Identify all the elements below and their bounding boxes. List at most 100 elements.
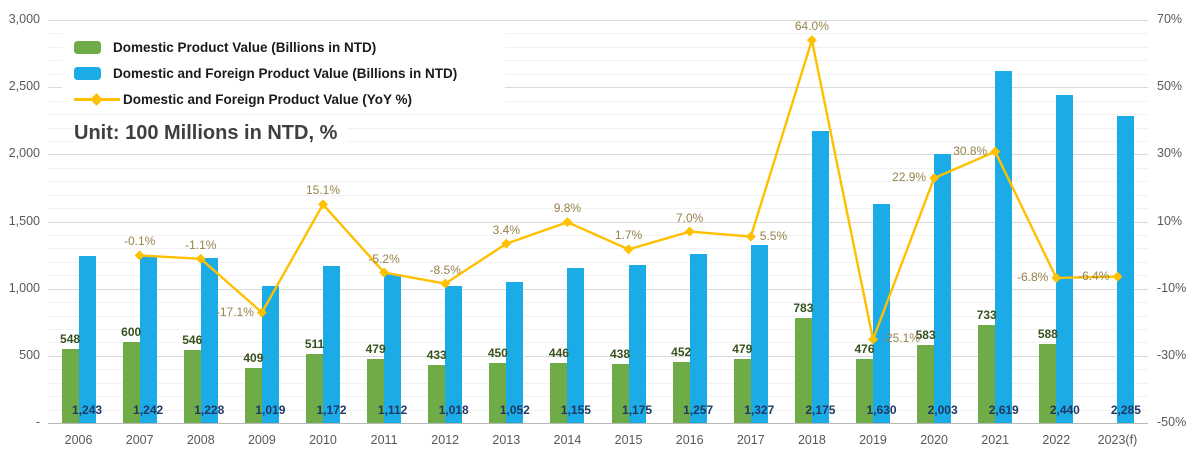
bar-domestic	[244, 368, 262, 423]
gridline-minor	[48, 329, 1148, 330]
left-axis-tick: 1,500	[8, 213, 40, 228]
gridline-minor	[48, 248, 1148, 250]
bar-domestic-foreign	[1117, 116, 1135, 423]
bar-domestic-foreign	[628, 265, 646, 423]
bar-label-domestic-foreign: 1,243	[72, 403, 103, 417]
bar-label-domestic: 452	[671, 345, 692, 360]
yoy-label: 3.4%	[492, 222, 520, 237]
bar-domestic	[794, 317, 812, 423]
gridline-minor	[48, 194, 1148, 196]
gridline-minor	[48, 369, 1148, 371]
x-axis-category-label: 2011	[370, 433, 398, 447]
left-axis-tick: 2,500	[8, 79, 40, 94]
gridline-minor	[48, 140, 1148, 142]
bar-domestic	[733, 358, 751, 423]
yoy-marker-diamond-icon	[440, 278, 451, 289]
bar-label-domestic: 546	[182, 332, 203, 347]
bar-label-domestic-foreign: 1,018	[438, 403, 469, 417]
yoy-marker-diamond-icon	[256, 307, 267, 318]
legend-swatch-blue-bar-icon	[74, 66, 101, 80]
yoy-label: 9.8%	[553, 201, 582, 216]
right-axis-tick: 30%	[1157, 146, 1183, 161]
gridline-major	[48, 154, 1148, 156]
bar-domestic	[672, 362, 690, 423]
bar-label-domestic-foreign: 1,155	[560, 403, 591, 417]
gridline-minor	[48, 382, 1148, 384]
bar-label-domestic: 438	[610, 347, 631, 362]
gridline-major	[48, 221, 1148, 223]
bar-label-domestic-foreign: 1,242	[133, 403, 164, 417]
yoy-label: -6.4%	[1078, 268, 1110, 283]
bar-domestic	[61, 349, 79, 423]
gridline-minor	[48, 114, 1148, 115]
x-axis-category-label: 2017	[736, 433, 765, 447]
x-axis-category-label: 2013	[492, 433, 521, 447]
bar-domestic-foreign	[200, 258, 218, 423]
bar-domestic-foreign	[139, 256, 157, 423]
bar-label-domestic: 733	[976, 307, 997, 322]
gridline-minor	[48, 315, 1148, 317]
bar-domestic	[978, 324, 996, 423]
bar-label-domestic: 476	[854, 342, 875, 357]
x-axis-category-label: 2016	[675, 433, 704, 447]
bar-domestic	[428, 364, 446, 423]
gridline-minor	[48, 181, 1148, 183]
gridline-major	[48, 355, 1148, 357]
bar-label-domestic-foreign: 2,003	[927, 403, 958, 417]
bar-label-domestic: 446	[548, 346, 569, 361]
legend-line-diamond-icon	[74, 92, 120, 106]
yoy-label: -17.1%	[215, 304, 254, 319]
plot-area: Domestic Product Value (Billions in NTD)…	[48, 19, 1148, 424]
x-axis-category-label: 2008	[186, 433, 215, 447]
right-axis-tick: -30%	[1157, 347, 1187, 362]
right-axis-tick: 70%	[1157, 12, 1183, 26]
legend-label-domestic: Domestic Product Value (Billions in NTD)	[113, 39, 377, 55]
bar-domestic	[367, 358, 385, 423]
yoy-label: -1.1%	[185, 237, 217, 252]
x-axis-category-label: 2015	[614, 433, 643, 447]
bar-label-domestic-foreign: 2,440	[1049, 403, 1080, 417]
bar-domestic-foreign	[384, 273, 402, 423]
x-axis-category-label: 2012	[431, 433, 460, 447]
bar-domestic-foreign	[567, 267, 585, 423]
yoy-label: -25.1%	[882, 331, 921, 346]
bar-domestic	[306, 354, 323, 423]
yoy-label: 7.0%	[675, 210, 704, 225]
yoy-label: 30.8%	[953, 143, 988, 158]
yoy-marker-diamond-icon	[501, 238, 512, 249]
bar-label-domestic: 479	[365, 341, 386, 356]
unit-note: Unit: 100 Millions in NTD, %	[74, 118, 348, 149]
gridline-major	[48, 288, 1148, 290]
yoy-label: -6.8%	[1016, 269, 1049, 284]
legend-item-domestic-foreign: Domestic and Foreign Product Value (Bill…	[74, 60, 457, 86]
bar-label-domestic-foreign: 1,019	[255, 403, 286, 417]
gridline-minor	[48, 100, 1148, 102]
yoy-line-chart	[134, 35, 1123, 345]
bar-domestic	[122, 342, 140, 423]
x-axis-category-label: 2022	[1042, 433, 1071, 447]
bar-label-domestic: 783	[793, 300, 814, 315]
yoy-label: -8.5%	[429, 262, 461, 277]
right-axis-tick: -50%	[1157, 415, 1187, 429]
gridline-minor	[48, 127, 1148, 129]
bar-domestic	[917, 344, 935, 423]
bar-label-domestic-foreign: 1,052	[499, 403, 530, 417]
yoy-label: 5.5%	[759, 228, 788, 243]
gridline-minor	[48, 342, 1148, 344]
bar-label-domestic: 600	[121, 325, 142, 340]
gridline-minor	[48, 167, 1148, 169]
gridline-minor	[48, 73, 1148, 75]
bar-domestic-foreign	[689, 254, 707, 423]
yoy-marker-diamond-icon	[318, 199, 328, 210]
gridline-minor	[48, 208, 1148, 210]
yoy-marker-diamond-icon	[806, 35, 817, 46]
left-axis-tick: -	[35, 415, 40, 429]
gridline-minor	[48, 60, 1148, 62]
bar-label-domestic: 409	[243, 351, 264, 366]
bar-label-domestic-foreign: 1,112	[377, 403, 408, 417]
gridline-minor	[48, 33, 1148, 35]
bar-label-domestic-foreign: 1,257	[683, 403, 714, 417]
yoy-marker-diamond-icon	[623, 244, 634, 255]
gridline-minor	[48, 275, 1148, 277]
bar-domestic-foreign	[1056, 95, 1074, 423]
